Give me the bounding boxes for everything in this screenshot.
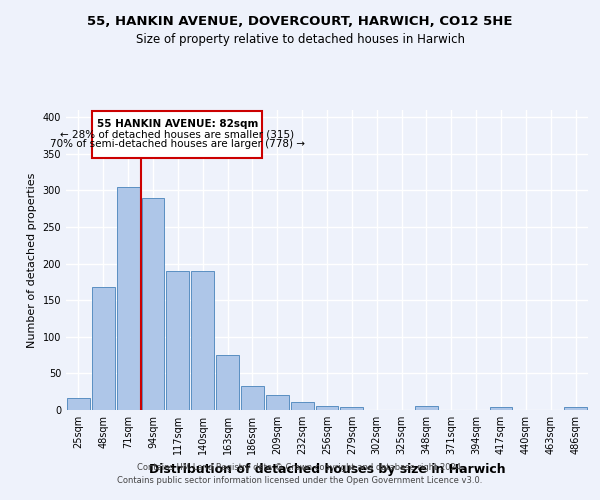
- Bar: [415, 406, 438, 410]
- Text: 55, HANKIN AVENUE, DOVERCOURT, HARWICH, CO12 5HE: 55, HANKIN AVENUE, DOVERCOURT, HARWICH, …: [87, 15, 513, 28]
- Bar: [216, 355, 239, 410]
- Bar: [316, 406, 338, 410]
- Text: 55 HANKIN AVENUE: 82sqm: 55 HANKIN AVENUE: 82sqm: [97, 119, 258, 129]
- Bar: [266, 396, 289, 410]
- FancyBboxPatch shape: [92, 112, 262, 158]
- Bar: [241, 386, 264, 410]
- Bar: [166, 271, 189, 410]
- Bar: [490, 407, 512, 410]
- Bar: [564, 407, 587, 410]
- Bar: [92, 287, 115, 410]
- Bar: [67, 398, 90, 410]
- Y-axis label: Number of detached properties: Number of detached properties: [27, 172, 37, 348]
- Bar: [340, 407, 363, 410]
- Bar: [191, 271, 214, 410]
- Text: ← 28% of detached houses are smaller (315): ← 28% of detached houses are smaller (31…: [60, 129, 294, 139]
- Bar: [142, 198, 164, 410]
- Text: 70% of semi-detached houses are larger (778) →: 70% of semi-detached houses are larger (…: [50, 140, 305, 149]
- Text: Size of property relative to detached houses in Harwich: Size of property relative to detached ho…: [136, 32, 464, 46]
- Bar: [291, 402, 314, 410]
- Bar: [117, 187, 140, 410]
- X-axis label: Distribution of detached houses by size in Harwich: Distribution of detached houses by size …: [149, 462, 505, 475]
- Text: Contains HM Land Registry data © Crown copyright and database right 2024.
Contai: Contains HM Land Registry data © Crown c…: [118, 463, 482, 485]
